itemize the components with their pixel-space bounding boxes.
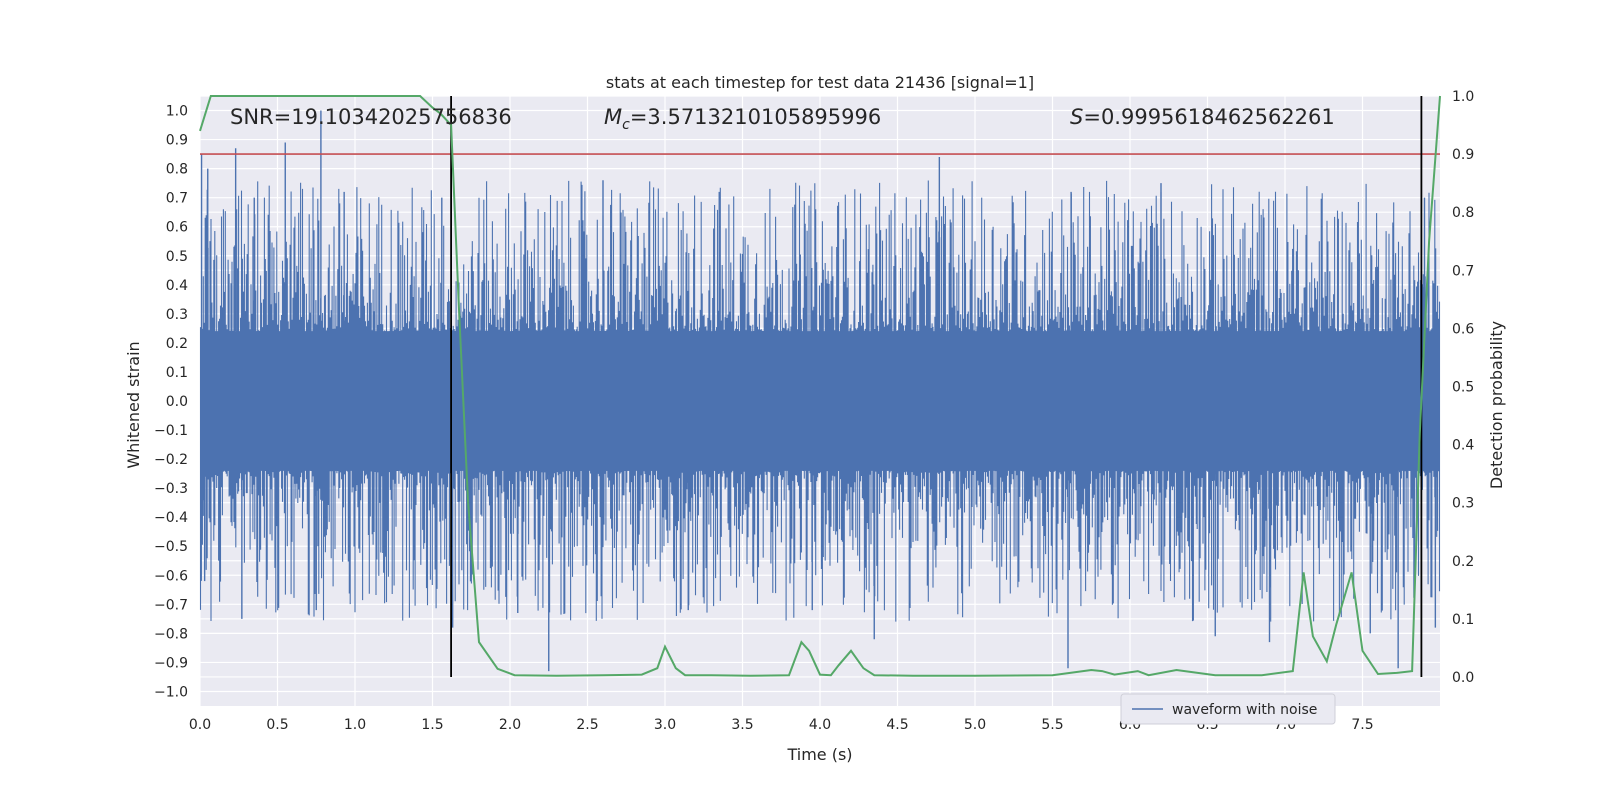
- y-left-tick-label: 1.0: [166, 104, 188, 120]
- y-right-tick-label: 1.0: [1452, 89, 1474, 105]
- legend-box: [1120, 693, 1336, 725]
- x-tick-label: 2.0: [499, 717, 521, 733]
- x-tick-label: 1.5: [421, 717, 443, 733]
- y-left-tick-label: 0.6: [166, 220, 188, 236]
- waveform-noise: [199, 180, 1441, 622]
- x-tick-label: 5.0: [964, 717, 986, 733]
- x-tick-label: 7.5: [1351, 717, 1373, 733]
- y-right-tick-label: 0.8: [1452, 205, 1474, 221]
- s-symbol: S: [1070, 105, 1083, 129]
- y-left-tick-label: 0.7: [166, 191, 188, 207]
- x-tick-label: 0.5: [266, 717, 288, 733]
- y-right-tick-label: 0.5: [1452, 379, 1474, 395]
- x-axis-label: Time (s): [786, 745, 852, 764]
- y-left-tick-label: 0.4: [166, 278, 188, 294]
- y-right-tick-label: 0.0: [1452, 670, 1474, 686]
- y-left-tick-label: −0.9: [154, 655, 188, 671]
- y-left-tick-label: −0.5: [154, 539, 188, 555]
- y-left-tick-label: −0.2: [154, 452, 188, 468]
- s-annotation: S=0.9995618462562261: [1070, 105, 1335, 129]
- probability-series: [199, 95, 1441, 677]
- mc-symbol: M: [604, 105, 622, 129]
- y-left-tick-label: 0.1: [166, 365, 188, 381]
- x-tick-label: 3.0: [654, 717, 676, 733]
- x-tick-label: 2.5: [576, 717, 598, 733]
- y-left-tick-label: −0.1: [154, 423, 188, 439]
- y-right-tick-label: 0.7: [1452, 263, 1474, 279]
- y-right-tick-labels: 1.0 0.9 0.8 0.7 0.6 0.5 0.4 0.3 0.2 0.1 0.0: [1452, 89, 1474, 686]
- y-left-tick-label: 0.3: [166, 307, 188, 323]
- y-axis-label-right: Detection probability: [1487, 321, 1506, 489]
- y-right-tick-label: 0.1: [1452, 612, 1474, 628]
- s-value: =0.9995618462562261: [1083, 105, 1334, 129]
- y-axis-label-left: Whitened strain: [124, 341, 143, 468]
- x-tick-labels: 0.0 0.5 1.0 1.5 2.0 2.5 3.0 3.5 4.0 4.5 5.0 5.5 6.0 6…: [189, 717, 1374, 733]
- y-right-tick-label: 0.4: [1452, 438, 1474, 454]
- chart-title: stats at each timestep for test data 214…: [606, 73, 1034, 92]
- x-tick-label: 1.0: [344, 717, 366, 733]
- legend-label: waveform with noise: [1172, 702, 1317, 718]
- y-right-tick-label: 0.6: [1452, 321, 1474, 337]
- y-left-tick-label: −0.6: [154, 568, 188, 584]
- y-right-tick-label: 0.3: [1452, 496, 1474, 512]
- y-left-tick-labels: 1.0 0.9 0.8 0.7 0.6 0.5 0.4 0.3 0.2 0.1 0.0 −0.1 −0.…: [154, 104, 188, 701]
- y-left-tick-label: −0.7: [154, 597, 188, 613]
- x-tick-label: 0.0: [189, 717, 211, 733]
- y-left-tick-label: 0.5: [166, 249, 188, 265]
- mc-subscript: c: [622, 117, 630, 133]
- x-tick-label: 4.0: [809, 717, 831, 733]
- y-left-tick-label: 0.0: [166, 394, 188, 410]
- y-left-tick-label: −0.3: [154, 481, 188, 497]
- detection-probability-line: [199, 95, 1441, 677]
- x-tick-label: 4.5: [886, 717, 908, 733]
- y-left-tick-label: −0.4: [154, 510, 188, 526]
- y-right-tick-label: 0.2: [1452, 554, 1474, 570]
- y-right-tick-label: 0.9: [1452, 147, 1474, 163]
- y-left-tick-label: −0.8: [154, 626, 188, 642]
- y-left-tick-label: 0.9: [166, 133, 188, 149]
- waveform-series: [199, 110, 1441, 672]
- chirp-mass-annotation: Mc=3.5713210105895996: [604, 105, 881, 133]
- y-left-tick-label: 0.2: [166, 336, 188, 352]
- y-left-tick-label: 0.8: [166, 162, 188, 178]
- legend: waveform with noise: [1120, 693, 1336, 725]
- y-left-tick-label: −1.0: [154, 684, 188, 700]
- mc-value: =3.5713210105895996: [630, 105, 881, 129]
- x-tick-label: 3.5: [731, 717, 753, 733]
- snr-annotation: SNR=19.10342025756836: [230, 105, 512, 129]
- x-tick-label: 5.5: [1041, 717, 1063, 733]
